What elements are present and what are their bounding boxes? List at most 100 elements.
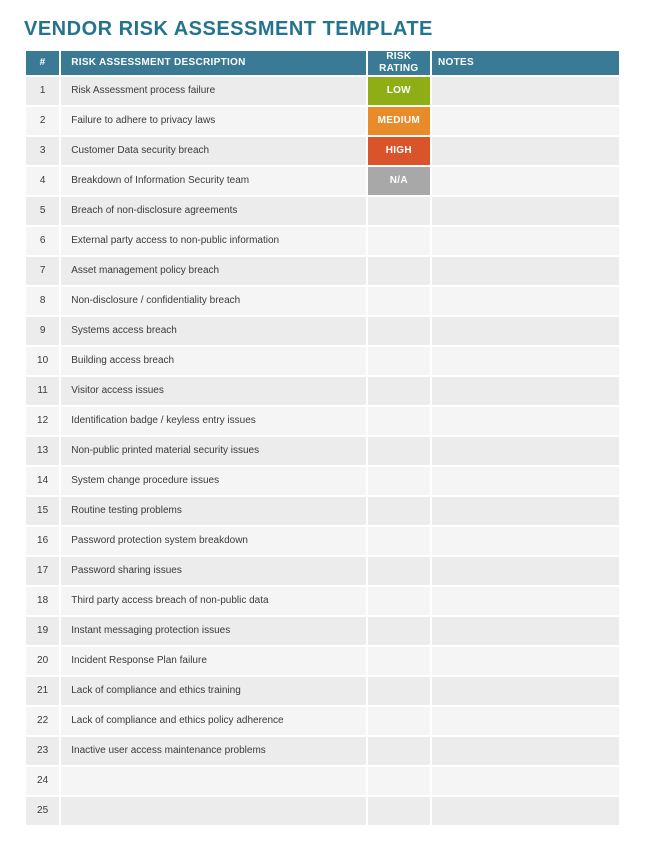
cell-number: 22: [26, 707, 59, 735]
cell-number: 24: [26, 767, 59, 795]
cell-notes: [432, 617, 619, 645]
cell-description: System change procedure issues: [61, 467, 365, 495]
table-row: 16Password protection system breakdown: [26, 527, 619, 555]
cell-risk-rating: [368, 797, 430, 825]
cell-number: 20: [26, 647, 59, 675]
table-row: 2Failure to adhere to privacy lawsMEDIUM: [26, 107, 619, 135]
cell-notes: [432, 467, 619, 495]
cell-risk-rating: [368, 617, 430, 645]
table-row: 20Incident Response Plan failure: [26, 647, 619, 675]
cell-notes: [432, 527, 619, 555]
cell-risk-rating: [368, 677, 430, 705]
cell-notes: [432, 797, 619, 825]
cell-notes: [432, 137, 619, 165]
risk-badge: HIGH: [368, 137, 430, 165]
cell-notes: [432, 317, 619, 345]
cell-risk-rating: [368, 707, 430, 735]
cell-number: 1: [26, 77, 59, 105]
cell-number: 17: [26, 557, 59, 585]
cell-description: Identification badge / keyless entry iss…: [61, 407, 365, 435]
table-row: 11Visitor access issues: [26, 377, 619, 405]
cell-notes: [432, 197, 619, 225]
cell-notes: [432, 647, 619, 675]
risk-badge: MEDIUM: [368, 107, 430, 135]
cell-description: Breakdown of Information Security team: [61, 167, 365, 195]
cell-notes: [432, 377, 619, 405]
cell-number: 15: [26, 497, 59, 525]
cell-risk-rating: [368, 317, 430, 345]
table-row: 24: [26, 767, 619, 795]
cell-risk-rating: [368, 767, 430, 795]
cell-number: 4: [26, 167, 59, 195]
cell-risk-rating: MEDIUM: [368, 107, 430, 135]
table-row: 14System change procedure issues: [26, 467, 619, 495]
table-row: 3Customer Data security breachHIGH: [26, 137, 619, 165]
cell-description: Non-public printed material security iss…: [61, 437, 365, 465]
col-header-notes: NOTES: [432, 51, 619, 75]
cell-number: 19: [26, 617, 59, 645]
cell-risk-rating: HIGH: [368, 137, 430, 165]
page-title: VENDOR RISK ASSESSMENT TEMPLATE: [24, 18, 621, 41]
cell-risk-rating: [368, 377, 430, 405]
cell-risk-rating: [368, 587, 430, 615]
cell-notes: [432, 767, 619, 795]
cell-number: 13: [26, 437, 59, 465]
cell-notes: [432, 227, 619, 255]
cell-risk-rating: [368, 497, 430, 525]
cell-number: 5: [26, 197, 59, 225]
table-row: 13Non-public printed material security i…: [26, 437, 619, 465]
cell-number: 7: [26, 257, 59, 285]
cell-risk-rating: [368, 737, 430, 765]
cell-description: Building access breach: [61, 347, 365, 375]
cell-description: Instant messaging protection issues: [61, 617, 365, 645]
table-row: 18Third party access breach of non-publi…: [26, 587, 619, 615]
cell-description: Incident Response Plan failure: [61, 647, 365, 675]
cell-risk-rating: [368, 647, 430, 675]
cell-notes: [432, 77, 619, 105]
cell-description: Password protection system breakdown: [61, 527, 365, 555]
cell-risk-rating: [368, 197, 430, 225]
cell-notes: [432, 497, 619, 525]
cell-number: 18: [26, 587, 59, 615]
table-row: 1Risk Assessment process failureLOW: [26, 77, 619, 105]
cell-description: [61, 797, 365, 825]
table-row: 5Breach of non-disclosure agreements: [26, 197, 619, 225]
cell-number: 16: [26, 527, 59, 555]
table-row: 15Routine testing problems: [26, 497, 619, 525]
table-row: 19Instant messaging protection issues: [26, 617, 619, 645]
cell-description: Lack of compliance and ethics training: [61, 677, 365, 705]
table-header-row: # RISK ASSESSMENT DESCRIPTION RISK RATIN…: [26, 51, 619, 75]
cell-description: [61, 767, 365, 795]
cell-number: 2: [26, 107, 59, 135]
cell-notes: [432, 707, 619, 735]
cell-description: Customer Data security breach: [61, 137, 365, 165]
col-header-risk-rating: RISK RATING: [368, 51, 430, 75]
cell-notes: [432, 557, 619, 585]
cell-risk-rating: [368, 467, 430, 495]
cell-risk-rating: [368, 437, 430, 465]
cell-number: 3: [26, 137, 59, 165]
table-row: 22Lack of compliance and ethics policy a…: [26, 707, 619, 735]
cell-number: 11: [26, 377, 59, 405]
cell-number: 9: [26, 317, 59, 345]
cell-description: Risk Assessment process failure: [61, 77, 365, 105]
cell-description: Non-disclosure / confidentiality breach: [61, 287, 365, 315]
cell-risk-rating: [368, 257, 430, 285]
cell-description: Systems access breach: [61, 317, 365, 345]
cell-description: Failure to adhere to privacy laws: [61, 107, 365, 135]
table-row: 12Identification badge / keyless entry i…: [26, 407, 619, 435]
cell-notes: [432, 257, 619, 285]
cell-notes: [432, 677, 619, 705]
table-row: 7Asset management policy breach: [26, 257, 619, 285]
cell-notes: [432, 437, 619, 465]
cell-description: Inactive user access maintenance problem…: [61, 737, 365, 765]
cell-description: External party access to non-public info…: [61, 227, 365, 255]
cell-number: 23: [26, 737, 59, 765]
cell-risk-rating: [368, 527, 430, 555]
table-row: 9Systems access breach: [26, 317, 619, 345]
cell-number: 6: [26, 227, 59, 255]
cell-description: Lack of compliance and ethics policy adh…: [61, 707, 365, 735]
table-row: 25: [26, 797, 619, 825]
col-header-number: #: [26, 51, 59, 75]
cell-number: 10: [26, 347, 59, 375]
